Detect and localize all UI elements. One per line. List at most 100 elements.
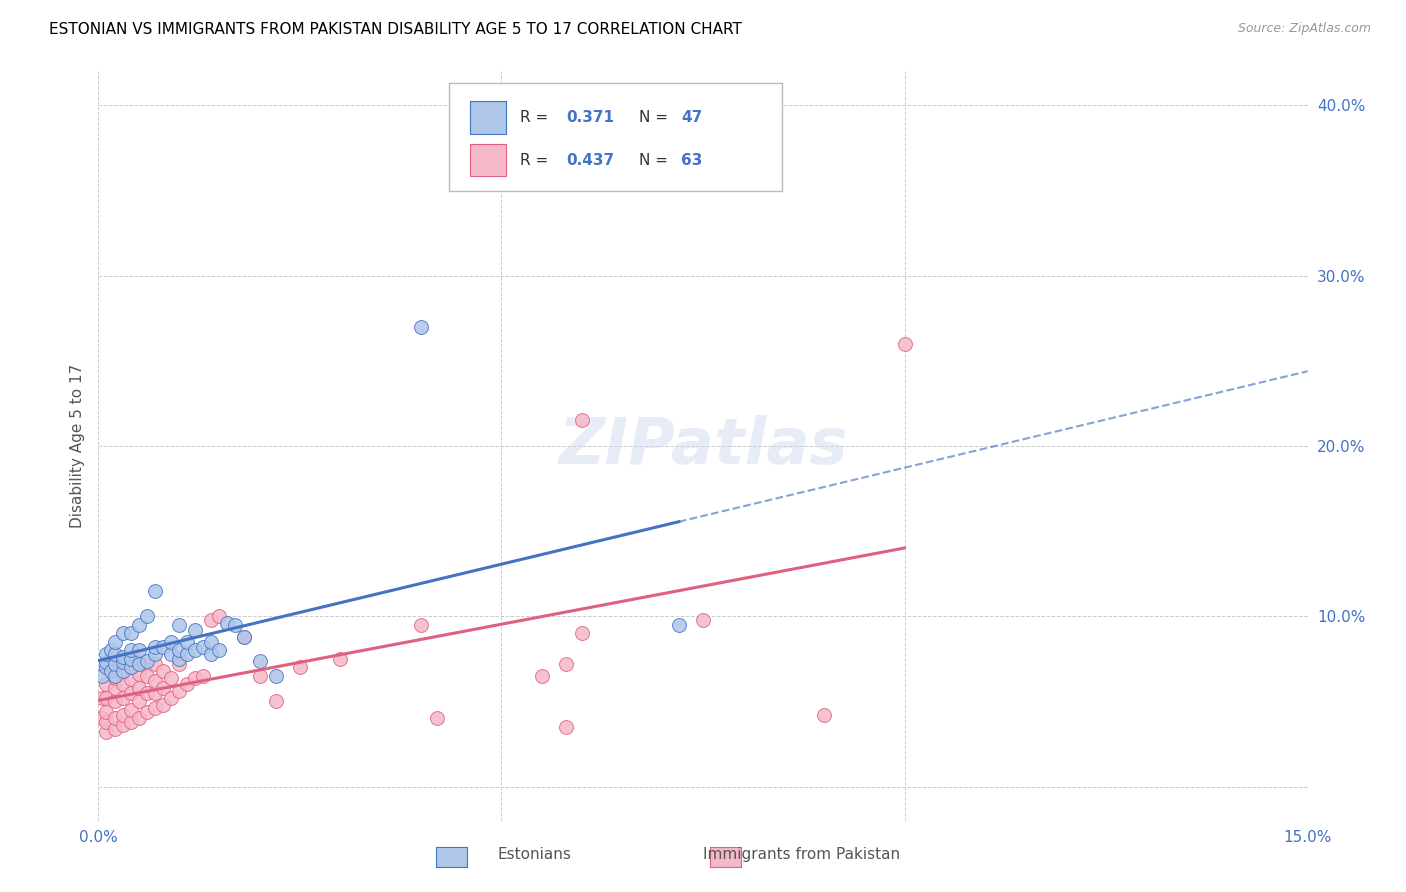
Point [249, 669, 271, 683]
Point [96, 655, 118, 669]
Point [96, 714, 118, 729]
Point [288, 660, 311, 674]
Point [120, 673, 142, 687]
Point [264, 694, 287, 708]
Text: ESTONIAN VS IMMIGRANTS FROM PAKISTAN DISABILITY AGE 5 TO 17 CORRELATION CHART: ESTONIAN VS IMMIGRANTS FROM PAKISTAN DIS… [49, 22, 742, 37]
Point [111, 708, 134, 723]
Point [96, 660, 118, 674]
Point [167, 652, 190, 666]
Point [120, 714, 142, 729]
Point [111, 650, 134, 665]
Point [143, 647, 166, 661]
Point [329, 652, 352, 666]
Point [111, 664, 134, 678]
Point [128, 681, 150, 695]
Point [103, 711, 125, 725]
Point [103, 694, 125, 708]
Point [160, 671, 183, 685]
Point [103, 647, 125, 661]
Point [167, 643, 190, 657]
Point [103, 669, 125, 683]
Point [120, 652, 142, 666]
Point [143, 657, 166, 671]
Point [249, 654, 271, 668]
Point [96, 705, 118, 719]
Point [128, 667, 150, 681]
Point [96, 691, 118, 706]
Point [176, 677, 198, 691]
Point [193, 669, 215, 683]
Point [135, 686, 157, 700]
Point [103, 722, 125, 736]
Point [160, 635, 183, 649]
FancyBboxPatch shape [470, 102, 506, 134]
Point [152, 698, 174, 712]
Text: 0.371: 0.371 [567, 110, 614, 125]
Point [571, 626, 593, 640]
Point [409, 319, 432, 334]
Point [128, 711, 150, 725]
Point [555, 657, 578, 671]
Point [184, 623, 207, 637]
Point [692, 613, 714, 627]
Text: N =: N = [638, 153, 673, 168]
Point [143, 686, 166, 700]
Point [571, 413, 593, 427]
Point [813, 708, 835, 723]
Point [152, 640, 174, 654]
Point [426, 711, 449, 725]
Point [103, 671, 125, 685]
Point [224, 617, 246, 632]
Point [200, 635, 222, 649]
Point [111, 718, 134, 732]
Point [152, 664, 174, 678]
Point [184, 643, 207, 657]
Point [184, 671, 207, 685]
Point [167, 617, 190, 632]
Point [555, 720, 578, 734]
Y-axis label: Disability Age 5 to 17: Disability Age 5 to 17 [69, 364, 84, 528]
Text: ZIPatlas: ZIPatlas [558, 415, 848, 477]
Point [160, 647, 183, 661]
Point [96, 647, 118, 661]
Point [176, 647, 198, 661]
Point [111, 677, 134, 691]
Point [103, 681, 125, 695]
Point [200, 613, 222, 627]
Point [128, 617, 150, 632]
Point [120, 703, 142, 717]
Point [135, 654, 157, 668]
Point [128, 643, 150, 657]
Point [111, 626, 134, 640]
Point [176, 635, 198, 649]
Text: N =: N = [638, 110, 673, 125]
Point [217, 616, 239, 631]
Point [208, 643, 231, 657]
Point [167, 684, 190, 698]
Point [409, 617, 432, 632]
Point [135, 609, 157, 624]
Point [120, 660, 142, 674]
Point [143, 701, 166, 715]
Point [111, 655, 134, 669]
Text: R =: R = [520, 153, 554, 168]
Text: 63: 63 [682, 153, 703, 168]
Point [193, 640, 215, 654]
Point [120, 660, 142, 674]
Point [111, 691, 134, 706]
Point [128, 657, 150, 671]
Point [120, 626, 142, 640]
Point [208, 609, 231, 624]
Text: 0.437: 0.437 [567, 153, 614, 168]
Point [264, 669, 287, 683]
Point [135, 669, 157, 683]
Point [232, 630, 254, 644]
Point [143, 673, 166, 688]
Point [91, 711, 114, 725]
FancyBboxPatch shape [470, 144, 506, 177]
Point [100, 664, 122, 678]
Point [103, 657, 125, 671]
Point [128, 694, 150, 708]
Point [120, 643, 142, 657]
Point [530, 669, 553, 683]
